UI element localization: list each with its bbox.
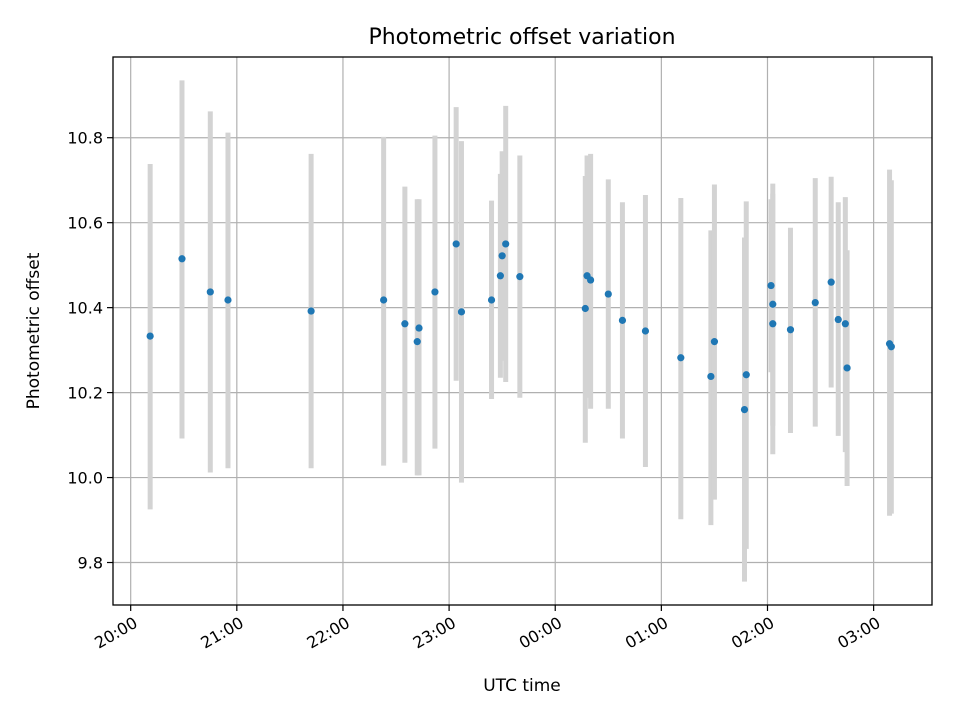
y-tick-label: 10.8 [67,129,103,148]
y-tick-label: 10.4 [67,299,103,318]
data-point [769,300,777,308]
data-point [811,298,819,307]
data-point [415,324,423,332]
plot-frame [112,56,933,606]
data-point [452,240,460,248]
data-point [401,320,409,328]
errorbar-layer [147,80,894,582]
data-point [431,288,439,296]
data-point [502,240,510,248]
data-point [786,326,795,334]
data-point [413,338,421,346]
x-tick-label: 23:00 [410,613,459,653]
data-point [707,372,715,381]
data-point [380,296,388,304]
data-point [843,364,851,372]
point-layer [146,240,895,414]
data-point [487,296,496,304]
data-point [742,371,750,379]
tick-layer: 20:00 21:00 22:00 23:00 00:00 01:00 02:00 03:00… [67,129,883,653]
x-tick-label: 21:00 [197,613,246,653]
chart-title: Photometric offset variation [368,25,675,50]
data-point [146,332,154,340]
x-tick-label: 00:00 [516,613,565,653]
x-tick-label: 02:00 [728,613,777,653]
data-point [224,296,232,304]
data-point [769,320,777,328]
data-point [496,272,504,280]
data-point [887,343,895,351]
data-point [587,276,595,284]
data-point [498,252,506,260]
data-point [206,288,214,296]
data-point [307,307,315,315]
data-point [457,308,466,316]
y-tick-label: 10.2 [67,384,103,403]
data-point [677,354,685,362]
y-tick-label: 10.6 [67,214,103,233]
y-axis-label: Photometric offset [24,252,44,409]
grid-layer [113,57,932,605]
data-point [641,327,650,335]
data-point [581,304,589,313]
x-tick-label: 20:00 [91,613,140,653]
x-tick-label: 22:00 [304,613,353,653]
x-tick-label: 01:00 [622,613,671,653]
data-point [618,316,627,324]
data-point [178,255,186,263]
data-point [740,405,749,414]
x-tick-label: 03:00 [834,613,883,653]
data-point [710,338,719,346]
data-point [841,320,849,328]
y-tick-label: 9.8 [78,554,103,573]
data-point [516,273,524,281]
data-point [827,278,835,286]
data-point [604,290,612,298]
data-point [767,281,775,290]
y-tick-label: 10.0 [67,469,103,488]
x-axis-label: UTC time [483,676,561,696]
data-point [834,315,842,324]
